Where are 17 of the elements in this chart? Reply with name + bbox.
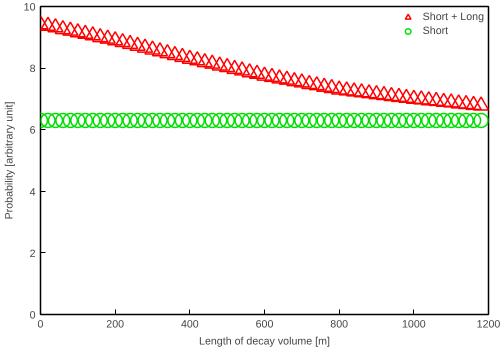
x-tick-label: 800: [330, 318, 348, 330]
x-tick-label: 1000: [402, 318, 426, 330]
legend-label: Short: [422, 25, 448, 37]
y-tick-label: 10: [24, 2, 36, 14]
y-axis-title: Probability [arbitrary unit]: [4, 102, 16, 220]
y-tick-label: 2: [30, 248, 36, 260]
x-axis-title: Length of decay volume [m]: [199, 336, 330, 348]
y-tick-label: 0: [30, 310, 36, 322]
x-tick-label: 400: [180, 318, 199, 330]
y-tick-label: 4: [30, 186, 36, 198]
y-tick-label: 8: [30, 63, 36, 76]
x-tick-label: 0: [38, 318, 44, 330]
x-tick-label: 600: [256, 318, 274, 330]
legend-label: Short + Long: [422, 11, 484, 23]
x-tick-label: 1200: [476, 318, 500, 330]
x-tick-label: 200: [106, 318, 124, 330]
y-tick-label: 6: [30, 124, 36, 137]
